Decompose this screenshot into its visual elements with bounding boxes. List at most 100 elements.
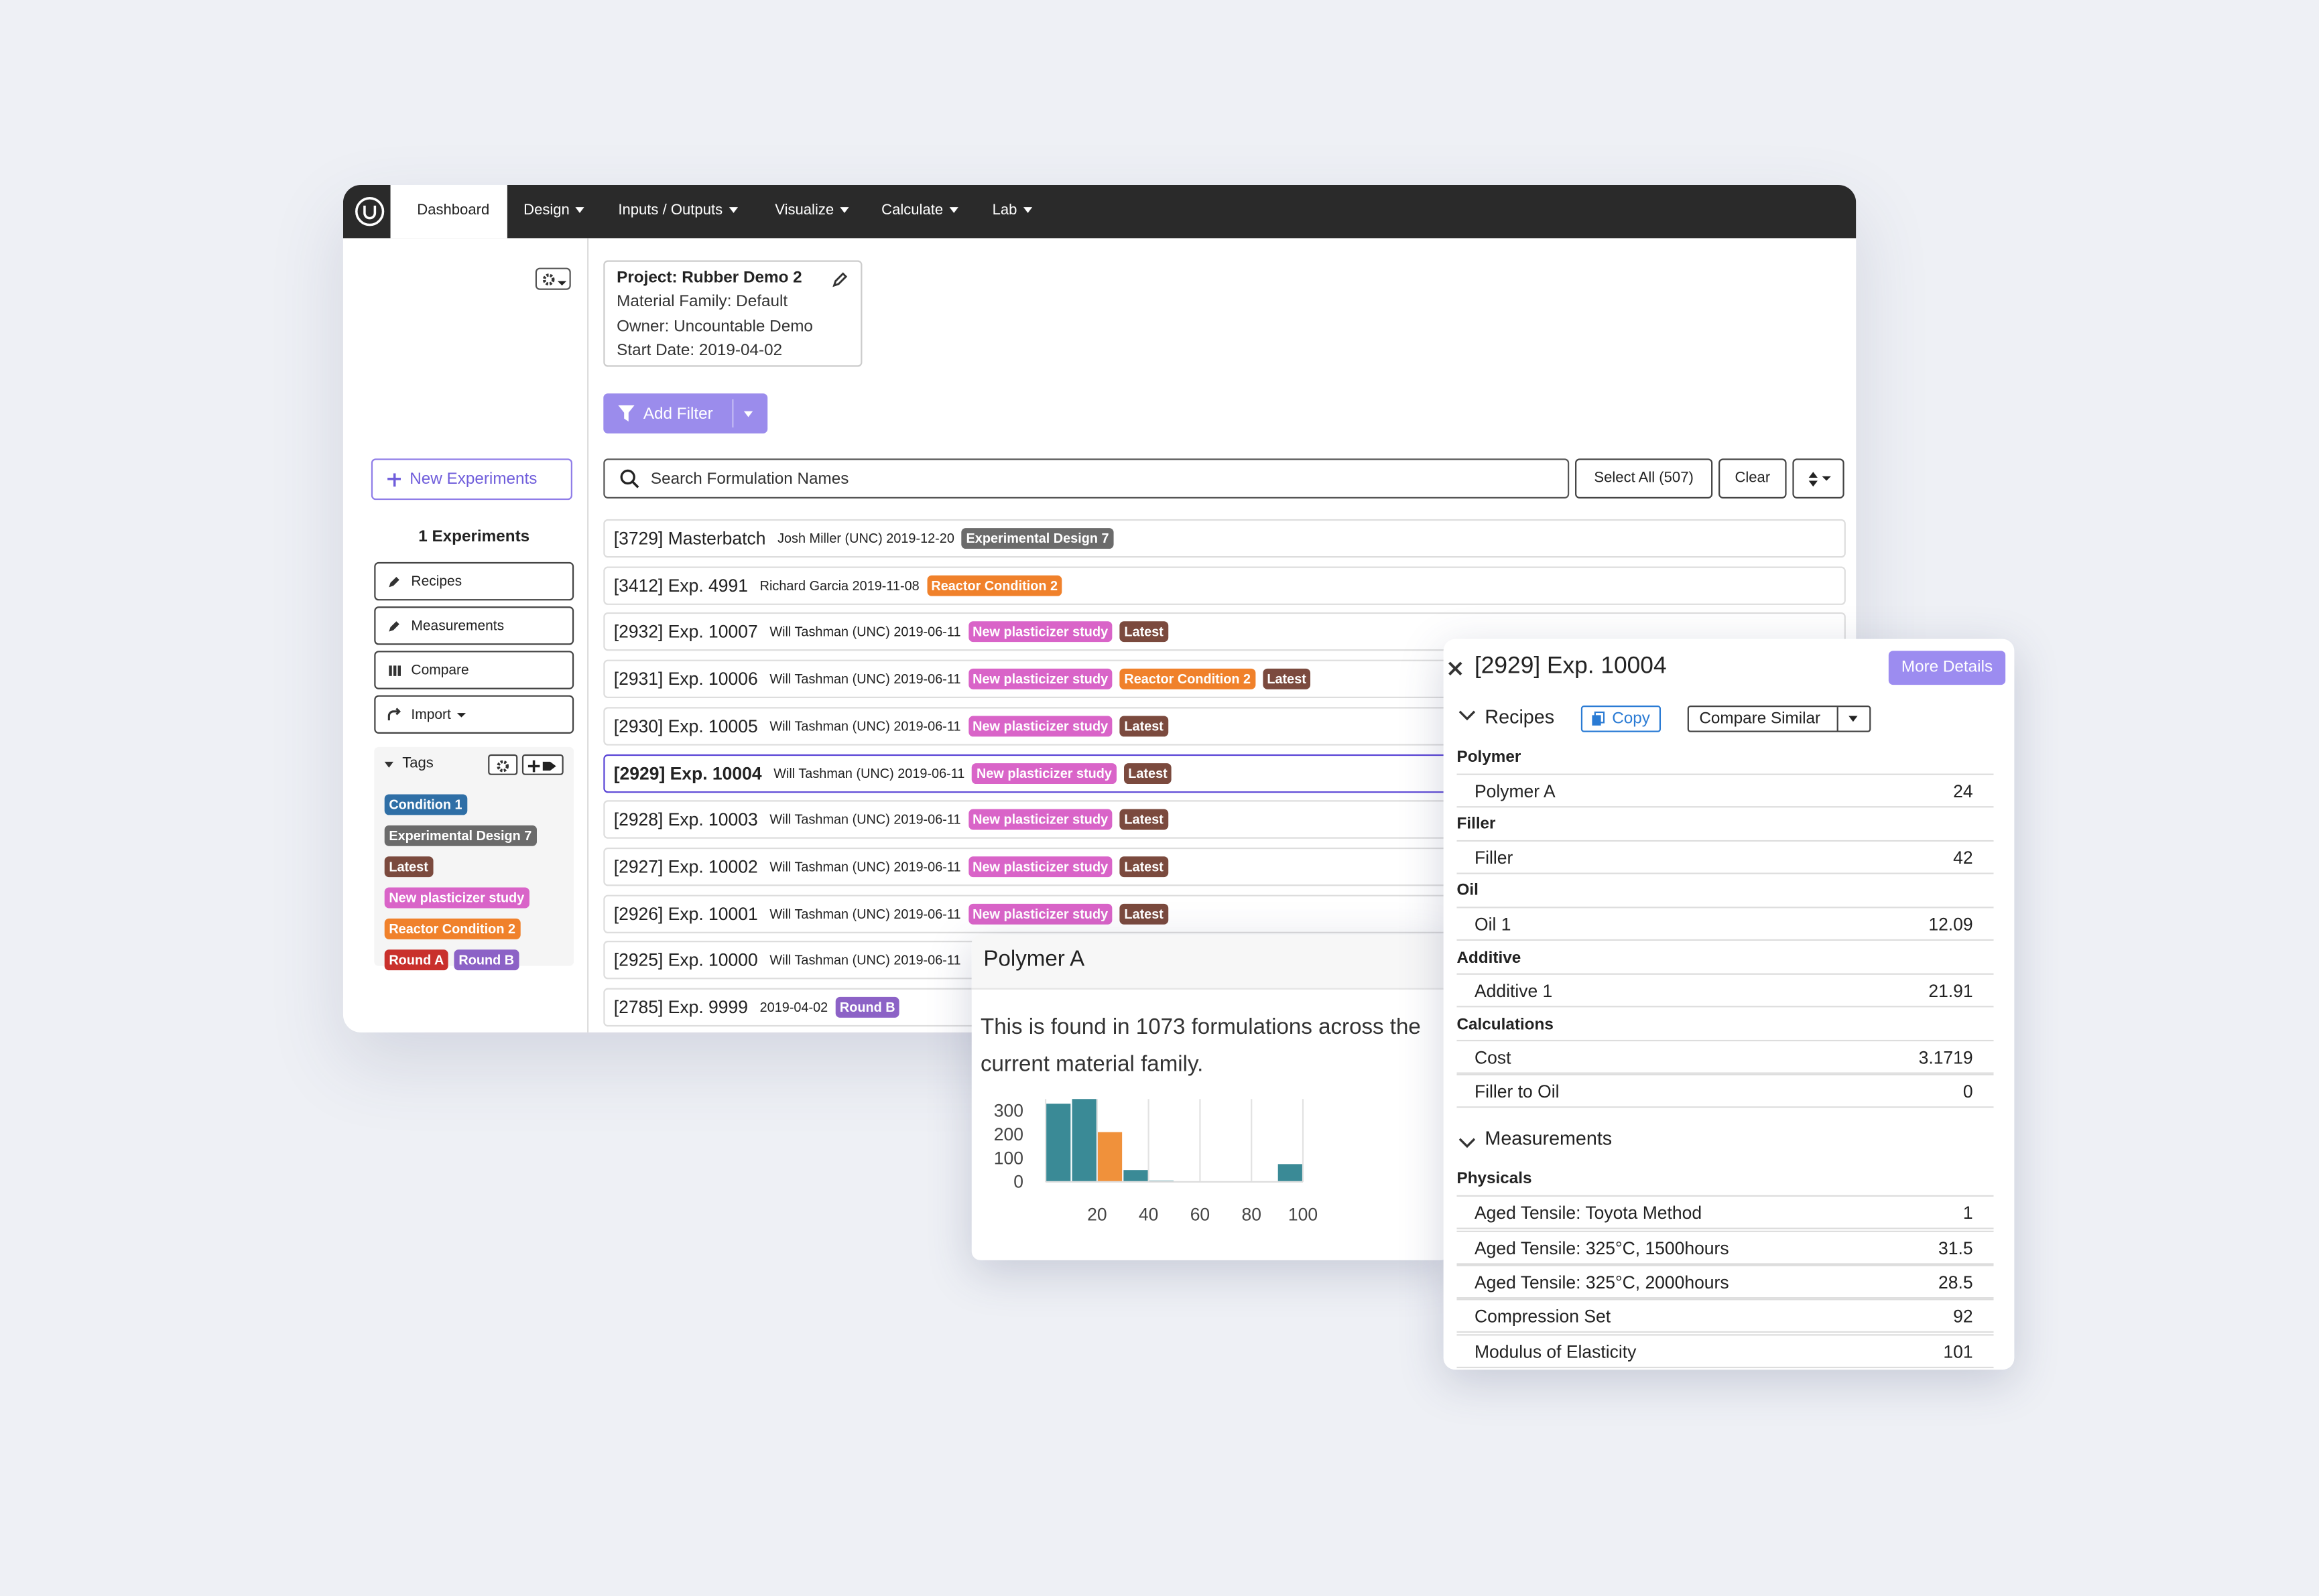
experiment-name: [2925] Exp. 10000 <box>613 949 758 971</box>
ingredient-name: Oil 1 <box>1474 914 1511 935</box>
sidebar-button-label: Measurements <box>411 617 505 634</box>
experiment-meta: Will Tashman (UNC) 2019-06-11 <box>769 953 961 968</box>
bar <box>1277 1164 1302 1182</box>
recipes-heading: Recipes <box>1485 706 1555 728</box>
divider <box>732 399 734 427</box>
add-tag-button[interactable] <box>521 754 564 775</box>
add-tag-icon <box>527 760 556 773</box>
experiment-name: [2929] Exp. 10004 <box>613 762 762 783</box>
chevron[interactable] <box>1458 708 1476 723</box>
experiment-meta: Will Tashman (UNC) 2019-06-11 <box>769 624 961 640</box>
sidebar-button[interactable]: Import <box>374 695 574 734</box>
experiment-row[interactable]: [2932] Exp. 10007 Will Tashman (UNC) 2019… <box>603 612 1846 652</box>
tag: Round B <box>835 996 900 1018</box>
select-all-button[interactable]: Select All (507) <box>1575 458 1713 498</box>
sort-icon <box>1808 471 1817 486</box>
caret <box>384 761 393 768</box>
nav-item[interactable]: Lab <box>992 202 1032 219</box>
add-filter-button[interactable]: Add Filter <box>603 393 768 434</box>
chevron[interactable] <box>1458 1132 1476 1158</box>
tag: Experimental Design 7 <box>961 528 1114 549</box>
project-card: Project: Rubber Demo 2 Material Family: D… <box>603 260 863 367</box>
ingredient-name: Aged Tensile: 325°C, 2000hours <box>1474 1272 1729 1293</box>
nav-label: Design <box>523 202 570 219</box>
bar <box>1046 1104 1071 1182</box>
tag: Condition 1 <box>384 794 467 815</box>
gear-icon <box>497 760 509 773</box>
tag: Latest <box>1119 856 1168 877</box>
nav-item[interactable]: Design <box>523 202 584 219</box>
experiment-meta: Will Tashman (UNC) 2019-06-11 <box>769 812 961 827</box>
copy-button[interactable]: Copy <box>1580 706 1662 732</box>
search-icon <box>620 469 639 488</box>
nav-label: Lab <box>992 202 1017 219</box>
ingredient-name: Modulus of Elasticity <box>1474 1341 1637 1362</box>
nav-item[interactable]: Inputs / Outputs <box>618 202 738 219</box>
tag: Latest <box>1262 669 1311 689</box>
experiment-row[interactable]: [2928] Exp. 10003 Will Tashman (UNC) 2019… <box>603 800 1846 840</box>
edit-icon[interactable] <box>831 269 849 296</box>
experiment-row[interactable]: [2931] Exp. 10006 Will Tashman (UNC) 2019… <box>603 659 1846 699</box>
caret <box>556 281 566 286</box>
recipe-row: Modulus of Elasticity 101 <box>1456 1333 1994 1368</box>
recipe-row: Cost 3.1719 <box>1456 1040 1994 1075</box>
experiment-row[interactable]: [2927] Exp. 10002 Will Tashman (UNC) 2019… <box>603 847 1846 886</box>
nav-item[interactable]: Dashboard <box>417 202 489 218</box>
tag: Latest <box>1119 903 1168 924</box>
experiment-row[interactable]: [3729] Masterbatch Josh Miller (UNC) 2019… <box>603 519 1846 558</box>
ingredient-name: Polymer A <box>1474 780 1556 801</box>
experiment-name: [2931] Exp. 10006 <box>613 669 758 689</box>
detail-panel: [2929] Exp. 10004 More Details Recipes Copy… <box>1443 639 2015 1370</box>
caret <box>1848 716 1858 722</box>
app-window: Dashboard Design Inputs / Outputs Visualize… <box>342 184 1857 1033</box>
experiment-name: [2932] Exp. 10007 <box>613 622 758 643</box>
recipe-row: Polymer A 24 <box>1456 773 1994 807</box>
search-box[interactable]: Search Formulation Names <box>603 458 1570 498</box>
tag-settings-button[interactable] <box>488 754 518 775</box>
filter-label: Add Filter <box>643 404 713 423</box>
divider <box>1836 707 1838 731</box>
new-experiments-label: New Experiments <box>410 470 538 488</box>
sidebar-button[interactable]: Compare <box>374 651 574 689</box>
bar <box>1072 1099 1096 1182</box>
tag: New plasticizer study <box>968 856 1113 877</box>
sidebar-button[interactable]: Recipes <box>374 561 574 601</box>
bar <box>1097 1132 1123 1182</box>
nav-item[interactable]: Calculate <box>881 202 958 219</box>
tag: New plasticizer study <box>972 762 1117 783</box>
compare-similar-button[interactable]: Compare Similar <box>1687 706 1871 732</box>
more-details-button[interactable]: More Details <box>1888 651 2006 685</box>
section-header: Physicals <box>1456 1170 1532 1188</box>
settings-button[interactable] <box>535 267 571 290</box>
experiment-row[interactable]: [2926] Exp. 10001 Will Tashman (UNC) 2019… <box>603 894 1846 933</box>
experiment-meta: Will Tashman (UNC) 2019-06-11 <box>773 765 965 781</box>
experiment-meta: Will Tashman (UNC) 2019-06-11 <box>769 718 961 734</box>
recipe-row: Aged Tensile: Toyota Method 1 <box>1456 1195 1994 1230</box>
experiments-count: 1 Experiments <box>418 528 530 546</box>
x-tick-label: 100 <box>1288 1204 1318 1224</box>
clear-button[interactable]: Clear <box>1718 458 1787 498</box>
detail-title: [2929] Exp. 10004 <box>1474 653 1667 679</box>
ingredient-name: Aged Tensile: 325°C, 1500hours <box>1474 1237 1729 1258</box>
experiment-name: [3729] Masterbatch <box>613 528 766 549</box>
sort-button[interactable] <box>1792 458 1844 498</box>
nav-item[interactable]: Visualize <box>775 202 849 219</box>
ingredient-name: Compression Set <box>1474 1306 1611 1327</box>
project-title: Project: Rubber Demo 2 <box>617 269 802 287</box>
y-tick-label: 300 <box>994 1101 1023 1121</box>
close-icon[interactable] <box>1448 661 1462 676</box>
compare-label: Compare Similar <box>1699 710 1821 728</box>
ingredient-name: Additive 1 <box>1474 981 1553 1002</box>
sidebar-button[interactable]: Measurements <box>374 606 574 645</box>
recipe-row: Oil 1 12.09 <box>1456 907 1994 941</box>
project-line: Owner: Uncountable Demo <box>617 317 813 336</box>
experiment-row[interactable]: [2930] Exp. 10005 Will Tashman (UNC) 2019… <box>603 706 1846 746</box>
tag: Latest <box>1119 716 1168 736</box>
copy-label: Copy <box>1612 710 1650 728</box>
popover: Polymer A This is found in 1073 formulat… <box>971 935 1450 1260</box>
popover-text: This is found in 1073 formulations acros… <box>980 1014 1421 1077</box>
tag: Latest <box>1123 762 1172 783</box>
new-experiments-button[interactable]: New Experiments <box>371 458 572 501</box>
experiment-row[interactable]: [3412] Exp. 4991 Richard Garcia 2019-11-0… <box>603 566 1846 605</box>
